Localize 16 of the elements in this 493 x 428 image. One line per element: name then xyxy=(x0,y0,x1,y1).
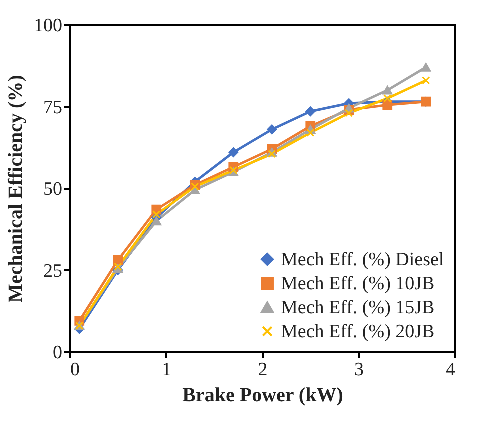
x-axis-title: Brake Power (kW) xyxy=(182,384,344,406)
legend-label: Mech Eff. (%) 15JB xyxy=(281,298,435,318)
x-tick-label: 1 xyxy=(162,360,172,380)
y-tick-label: 75 xyxy=(44,97,62,118)
x-tick-label: 2 xyxy=(258,360,268,380)
legend-label: Mech Eff. (%) Diesel xyxy=(281,250,444,270)
y-tick-label: 0 xyxy=(53,342,62,364)
x-tick-label: 3 xyxy=(354,360,364,380)
legend-label: Mech Eff. (%) 10JB xyxy=(281,274,435,294)
legend-label: Mech Eff. (%) 20JB xyxy=(281,322,435,342)
y-tick-label: 50 xyxy=(44,179,62,200)
y-tick-label: 100 xyxy=(34,16,62,36)
y-tick-label: 25 xyxy=(44,260,62,282)
x-tick-label: 4 xyxy=(446,360,456,380)
y-axis-title: Mechanical Efficiency (%) xyxy=(5,75,27,303)
x-tick-label: 0 xyxy=(70,360,80,380)
